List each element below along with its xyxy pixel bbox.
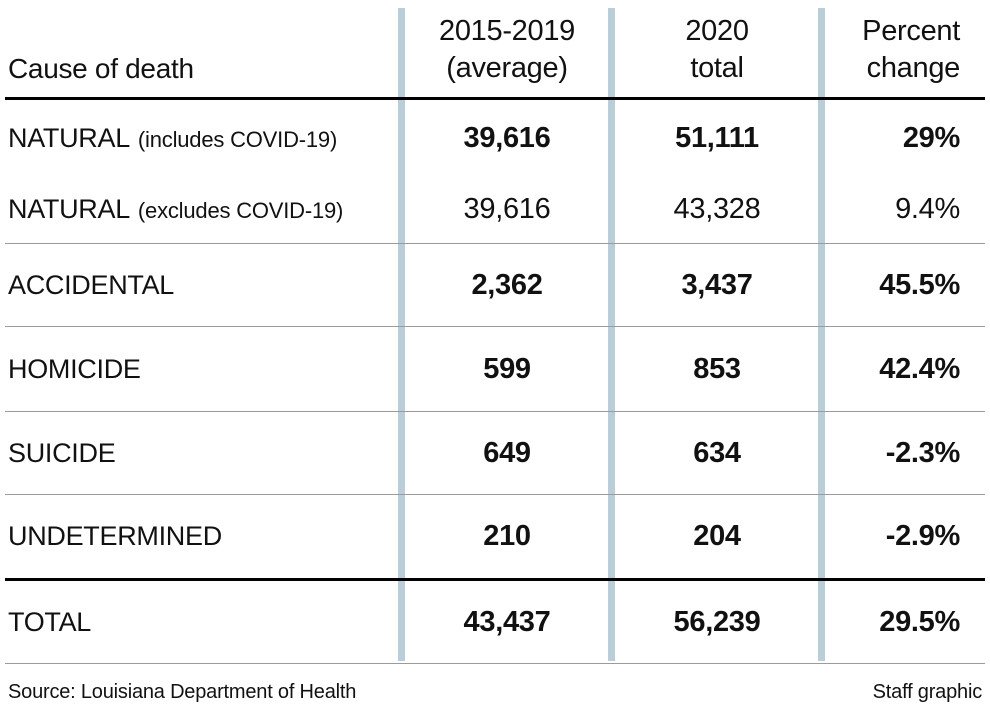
footer: Source: Louisiana Department of Health S…	[0, 664, 990, 704]
header-percent-line1: Percent	[862, 15, 960, 47]
cause-label: NATURAL	[8, 122, 130, 153]
cause-label: TOTAL	[8, 606, 92, 637]
cause-cell: NATURAL (includes COVID-19)	[0, 123, 402, 154]
avg-value: 599	[483, 352, 531, 385]
header-rule	[5, 97, 985, 100]
table-row-natural-includes-covid: NATURAL (includes COVID-19) 39,616 51,11…	[0, 100, 990, 176]
avg-value: 43,437	[463, 605, 551, 638]
row-separator	[5, 326, 985, 327]
total-value: 43,328	[673, 193, 761, 225]
cause-label: SUICIDE	[8, 437, 116, 468]
pct-value: -2.3%	[885, 436, 961, 469]
cause-cell: ACCIDENTAL	[0, 270, 402, 301]
staff-credit: Staff graphic	[872, 681, 983, 703]
column-header-2015-2019-average: 2015-2019 (average)	[402, 3, 612, 97]
table-header-row: Cause of death 2015-2019 (average) 2020 …	[0, 0, 990, 97]
total-value: 3,437	[681, 268, 753, 301]
header-average-line1: 2015-2019	[439, 15, 575, 47]
table-row-accidental: ACCIDENTAL 2,362 3,437 45.5%	[0, 244, 990, 326]
column-header-percent-change: Percent change	[822, 3, 990, 97]
avg-value: 39,616	[463, 121, 551, 154]
cause-cell: UNDETERMINED	[0, 521, 402, 552]
pct-value: 45.5%	[879, 268, 960, 301]
cause-cell: TOTAL	[0, 607, 402, 638]
table-row-suicide: SUICIDE 649 634 -2.3%	[0, 412, 990, 494]
total-value: 56,239	[673, 605, 761, 638]
pct-value: 29%	[902, 121, 960, 154]
row-separator	[5, 494, 985, 495]
cause-note: (includes COVID-19)	[137, 126, 338, 152]
avg-value: 210	[483, 520, 531, 552]
cause-label: NATURAL	[8, 194, 130, 224]
cause-label: ACCIDENTAL	[8, 269, 175, 300]
pct-value: -2.9%	[885, 520, 961, 552]
cause-label: UNDETERMINED	[8, 521, 222, 551]
cause-cell: NATURAL (excludes COVID-19)	[0, 194, 402, 225]
table-row-homicide: HOMICIDE 599 853 42.4%	[0, 327, 990, 411]
column-divider	[608, 8, 615, 661]
source-credit: Source: Louisiana Department of Health	[8, 681, 357, 703]
total-value: 204	[693, 520, 741, 552]
total-rule	[5, 578, 985, 581]
header-2020-line1: 2020	[685, 15, 749, 47]
header-2020-line2: total	[690, 52, 744, 84]
header-average-line2: (average)	[446, 52, 568, 84]
column-header-2020-total: 2020 total	[612, 3, 822, 97]
avg-value: 2,362	[471, 268, 543, 301]
bottom-rule	[5, 663, 985, 664]
column-header-cause-of-death: Cause of death	[8, 53, 194, 84]
cause-cell: HOMICIDE	[0, 354, 402, 385]
total-value: 51,111	[675, 121, 759, 154]
pct-value: 9.4%	[895, 193, 960, 225]
pct-value: 29.5%	[879, 605, 960, 638]
pct-value: 42.4%	[879, 352, 960, 385]
column-divider	[398, 8, 405, 661]
avg-value: 39,616	[463, 193, 551, 225]
table-row-undetermined: UNDETERMINED 210 204 -2.9%	[0, 495, 990, 578]
avg-value: 649	[483, 436, 531, 469]
header-percent-line2: change	[866, 52, 961, 84]
row-separator	[5, 243, 985, 244]
cause-label: HOMICIDE	[8, 353, 141, 384]
total-value: 634	[693, 436, 741, 469]
cause-cell: SUICIDE	[0, 438, 402, 469]
column-divider	[818, 8, 825, 661]
row-separator	[5, 411, 985, 412]
table-row-total: TOTAL 43,437 56,239 29.5%	[0, 581, 990, 663]
table-row-natural-excludes-covid: NATURAL (excludes COVID-19) 39,616 43,32…	[0, 176, 990, 243]
cause-note: (excludes COVID-19)	[137, 198, 344, 223]
total-value: 853	[693, 352, 741, 385]
